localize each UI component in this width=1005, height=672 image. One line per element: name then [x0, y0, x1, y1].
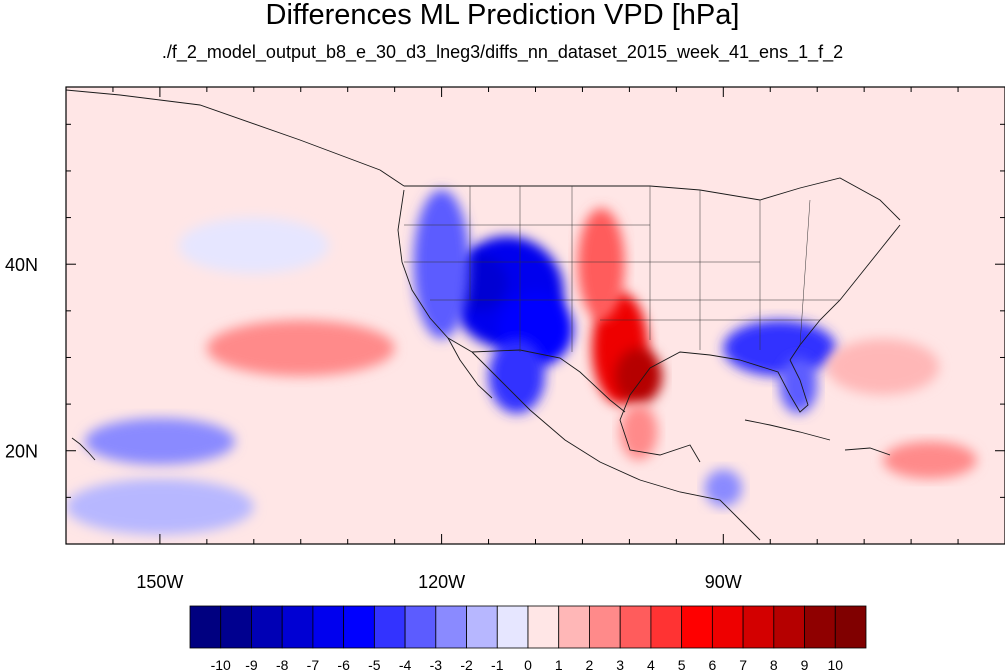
- colorbar-label: -3: [430, 657, 443, 672]
- colorbar-boxes: [189, 605, 867, 649]
- chart-title: Differences ML Prediction VPD [hPa]: [265, 0, 740, 31]
- colorbar-label: -2: [460, 657, 473, 672]
- colorbar-label: -5: [368, 657, 381, 672]
- field-region-florida-low: [779, 357, 818, 414]
- colorbar-box: [220, 605, 252, 649]
- colorbar-label: 0: [524, 657, 532, 672]
- colorbar-box: [558, 605, 590, 649]
- lat-label: 20N: [5, 442, 38, 462]
- colorbar-label: 10: [827, 657, 843, 672]
- longitude-labels: 150W 120W 90W: [136, 572, 741, 592]
- axis-ticks: [66, 87, 1005, 544]
- colorbar-label: 3: [616, 657, 624, 672]
- yucatan: [619, 419, 701, 463]
- colorbar-box: [804, 605, 836, 649]
- colorbar-box: [681, 605, 713, 649]
- field-region-west-coast-fringe: [413, 189, 470, 339]
- florida-outline: [739, 359, 809, 413]
- colorbar-label: -10: [211, 657, 231, 672]
- us-mexico-border: [471, 349, 626, 413]
- colorbar-label: 2: [586, 657, 594, 672]
- colorbar-labels: -10 -9 -8 -7 -6 -5 -4 -3 -2 -1 0 1 2 3 4 5 6 7 8 9 10: [211, 657, 844, 672]
- colorbar-box: [404, 605, 437, 649]
- state-line: [799, 199, 811, 346]
- colorbar-box: [466, 605, 498, 649]
- field-region-texas-core: [615, 348, 663, 405]
- colorbar-box: [281, 605, 314, 649]
- field-region-pacific-warm: [206, 320, 395, 377]
- hawaii: [71, 437, 96, 461]
- field-region-high-plains-band: [577, 208, 625, 321]
- colorbar-label: -6: [337, 657, 350, 672]
- chart-subtitle: ./f_2_model_output_b8_e_30_d3_lneg3/diff…: [161, 42, 844, 62]
- colorbar-box: [773, 605, 805, 649]
- colorbar-box: [312, 605, 345, 649]
- field-region-hawaii-cool: [84, 418, 236, 465]
- colorbar-label: -8: [276, 657, 289, 672]
- colorbar-box: [527, 605, 560, 649]
- gulf-coast: [619, 351, 741, 421]
- colorbar-box: [834, 605, 867, 649]
- colorbar-box: [343, 605, 375, 649]
- lon-label: 120W: [418, 572, 465, 592]
- colorbar-box: [189, 605, 222, 649]
- field-region-caribbean-warm: [882, 441, 977, 479]
- colorbar-box: [589, 605, 621, 649]
- lon-label: 150W: [136, 572, 183, 592]
- colorbar-label: 6: [708, 657, 716, 672]
- country-borders: [66, 89, 901, 541]
- canada-west-coast: [66, 89, 405, 187]
- baja-peninsula: [447, 337, 493, 399]
- latitude-labels: 40N 20N: [5, 255, 38, 462]
- colorbar-box: [650, 605, 683, 649]
- map-panel: 150W 120W 90W 40N 20N: [5, 86, 1005, 592]
- state-borders: [404, 186, 840, 352]
- colorbar-box: [435, 605, 467, 649]
- mexico-west-coast: [471, 351, 641, 481]
- central-america: [639, 479, 761, 541]
- field-region-southeast-low: [723, 320, 836, 377]
- hispaniola: [844, 447, 891, 456]
- field-region-southwest-pacific-cool: [66, 478, 254, 535]
- colorbar-box: [711, 605, 744, 649]
- colorbar-box: [619, 605, 652, 649]
- colorbar-label: 7: [739, 657, 747, 672]
- colorbar-label: 4: [647, 657, 655, 672]
- lat-label: 40N: [5, 255, 38, 275]
- field-region-nw-pacific-cool: [178, 217, 329, 274]
- colorbar-box: [496, 605, 529, 649]
- lon-label: 90W: [705, 572, 742, 592]
- colorbar-label: 9: [801, 657, 809, 672]
- colorbar-label: -7: [307, 657, 320, 672]
- field-region-baja-low: [488, 338, 545, 414]
- colorbar: -10 -9 -8 -7 -6 -5 -4 -3 -2 -1 0 1 2 3 4 5 6 7 8 9 10: [189, 605, 867, 672]
- colorbar-box: [742, 605, 775, 649]
- colorbar-label: -1: [491, 657, 504, 672]
- colorbar-label: -4: [399, 657, 412, 672]
- cuba: [744, 419, 831, 441]
- field-region-central-america-low: [704, 469, 743, 507]
- colorbar-box: [251, 605, 283, 649]
- colorbar-label: 1: [555, 657, 563, 672]
- difference-field: [66, 189, 977, 535]
- colorbar-label: -9: [245, 657, 258, 672]
- colorbar-box: [373, 605, 406, 649]
- field-region-mexico-high: [620, 404, 658, 461]
- us-canada-border: [404, 177, 901, 221]
- colorbar-label: 5: [678, 657, 686, 672]
- field-region-atlantic-warm: [826, 338, 940, 395]
- colorbar-label: 8: [770, 657, 778, 672]
